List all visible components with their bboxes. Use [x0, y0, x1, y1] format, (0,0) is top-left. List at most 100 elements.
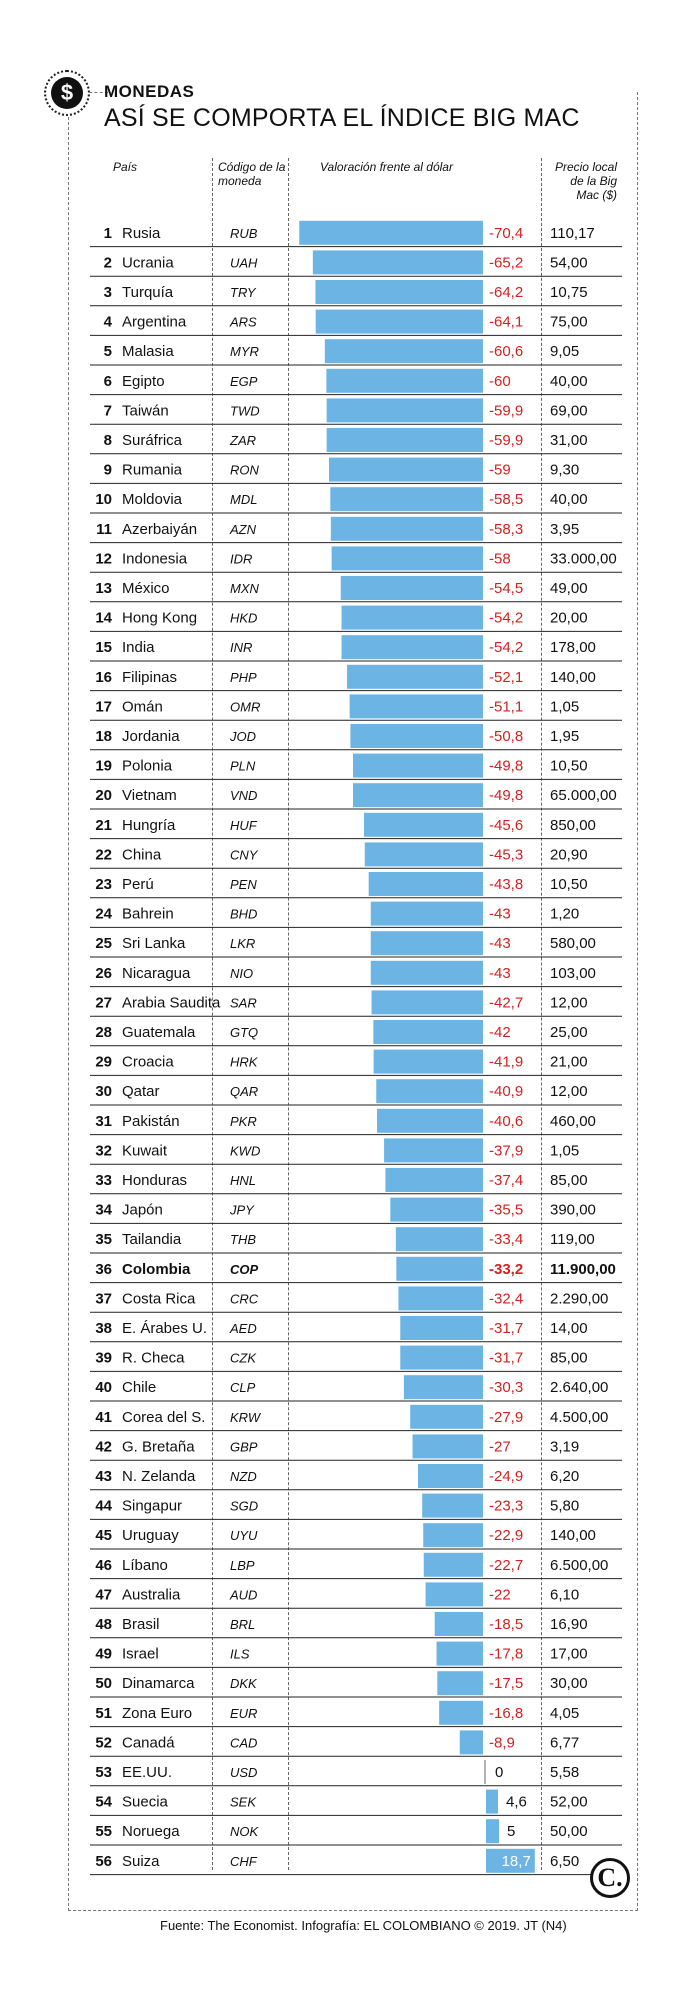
row-country: Ucrania — [122, 254, 174, 271]
row-price: 85,00 — [550, 1350, 588, 1367]
valuation-label: -27,9 — [489, 1409, 523, 1426]
row-currency-code: CAD — [230, 1735, 257, 1750]
valuation-bar — [349, 694, 483, 719]
valuation-label: -58,3 — [489, 521, 523, 538]
row-country: Qatar — [122, 1083, 160, 1100]
valuation-bar — [326, 368, 483, 393]
valuation-label: -22,9 — [489, 1527, 523, 1544]
valuation-label: -49,8 — [489, 758, 523, 775]
row-country: Guatemala — [122, 1024, 196, 1041]
row-price: 12,00 — [550, 1083, 588, 1100]
row-currency-code: CLP — [230, 1380, 256, 1395]
row-rank: 27 — [95, 994, 112, 1011]
row-price: 10,50 — [550, 758, 588, 775]
row-currency-code: AED — [229, 1321, 257, 1336]
row-price: 580,00 — [550, 935, 596, 952]
row-price: 20,90 — [550, 846, 588, 863]
valuation-label: -58 — [489, 550, 511, 567]
valuation-label: -49,8 — [489, 787, 523, 804]
row-price: 69,00 — [550, 402, 588, 419]
valuation-label: -65,2 — [489, 254, 523, 271]
row-country: Suráfrica — [122, 432, 183, 449]
row-currency-code: CNY — [230, 847, 259, 862]
row-price: 3,95 — [550, 521, 579, 538]
row-rank: 43 — [95, 1468, 112, 1485]
row-country: Jordania — [122, 728, 180, 745]
row-rank: 6 — [104, 373, 112, 390]
valuation-label: -17,5 — [489, 1675, 523, 1692]
valuation-bar — [422, 1493, 483, 1518]
valuation-bar — [315, 280, 483, 304]
row-currency-code: VND — [230, 788, 257, 803]
row-price: 110,17 — [550, 225, 595, 242]
row-rank: 53 — [95, 1764, 112, 1781]
row-country: Líbano — [122, 1557, 168, 1574]
row-rank: 18 — [95, 728, 112, 745]
row-currency-code: EGP — [230, 374, 258, 389]
row-country: Suiza — [122, 1853, 160, 1870]
row-country: Vietnam — [122, 787, 177, 804]
row-price: 9,30 — [550, 462, 579, 479]
valuation-bar — [299, 220, 483, 245]
row-currency-code: RON — [230, 463, 260, 478]
row-currency-code: BRL — [230, 1617, 255, 1632]
row-country: Argentina — [122, 314, 187, 331]
row-currency-code: KWD — [230, 1143, 260, 1158]
row-country: Moldovia — [122, 491, 183, 508]
row-country: Japón — [122, 1202, 163, 1219]
row-price: 6.500,00 — [550, 1557, 608, 1574]
row-price: 30,00 — [550, 1675, 588, 1692]
row-currency-code: THB — [230, 1232, 256, 1247]
row-currency-code: NIO — [230, 966, 253, 981]
row-price: 2.640,00 — [550, 1379, 608, 1396]
valuation-bar — [371, 990, 483, 1015]
row-country: Perú — [122, 876, 154, 893]
row-currency-code: ILS — [230, 1647, 250, 1662]
row-country: Uruguay — [122, 1527, 179, 1544]
row-country: N. Zelanda — [122, 1468, 196, 1485]
row-rank: 14 — [95, 610, 112, 627]
row-rank: 16 — [95, 669, 112, 686]
row-price: 10,50 — [550, 876, 588, 893]
row-currency-code: GTQ — [230, 1025, 258, 1040]
row-country: México — [122, 580, 170, 597]
row-country: Tailandia — [122, 1231, 182, 1248]
row-rank: 13 — [95, 580, 112, 597]
row-price: 9,05 — [550, 343, 579, 360]
row-currency-code: TRY — [230, 285, 257, 300]
row-rank: 12 — [95, 550, 112, 567]
valuation-bar — [373, 1049, 483, 1074]
row-price: 49,00 — [550, 580, 588, 597]
row-country: Turquía — [122, 284, 174, 301]
column-divider-valuation — [288, 158, 289, 1870]
row-currency-code: JPY — [229, 1203, 255, 1218]
valuation-label: -32,4 — [489, 1290, 523, 1307]
valuation-bar — [324, 339, 483, 364]
row-rank: 46 — [95, 1557, 112, 1574]
row-country: EE.UU. — [122, 1764, 172, 1781]
row-currency-code: LBP — [230, 1558, 255, 1573]
row-price: 65.000,00 — [550, 787, 617, 804]
row-rank: 56 — [95, 1853, 112, 1870]
valuation-label: 4,6 — [506, 1794, 527, 1811]
row-price: 4.500,00 — [550, 1409, 608, 1426]
valuation-label: -40,9 — [489, 1083, 523, 1100]
row-price: 1,05 — [550, 698, 579, 715]
valuation-label: -59,9 — [489, 432, 523, 449]
column-divider-code — [212, 158, 213, 1870]
row-currency-code: EUR — [230, 1706, 257, 1721]
row-rank: 39 — [95, 1350, 112, 1367]
row-rank: 33 — [95, 1172, 112, 1189]
row-currency-code: SGD — [230, 1499, 258, 1514]
column-header-valuation: Valoración frente al dólar — [320, 160, 453, 174]
row-country: Dinamarca — [122, 1675, 195, 1692]
page-title: ASÍ SE COMPORTA EL ÍNDICE BIG MAC — [104, 104, 580, 132]
row-price: 1,20 — [550, 906, 579, 923]
row-rank: 41 — [95, 1409, 112, 1426]
row-currency-code: SAR — [230, 995, 257, 1010]
row-country: Rusia — [122, 225, 161, 242]
valuation-bar — [340, 576, 483, 600]
row-country: Suecia — [122, 1794, 169, 1811]
row-price: 6,77 — [550, 1734, 579, 1751]
section-kicker: MONEDAS — [104, 82, 195, 101]
